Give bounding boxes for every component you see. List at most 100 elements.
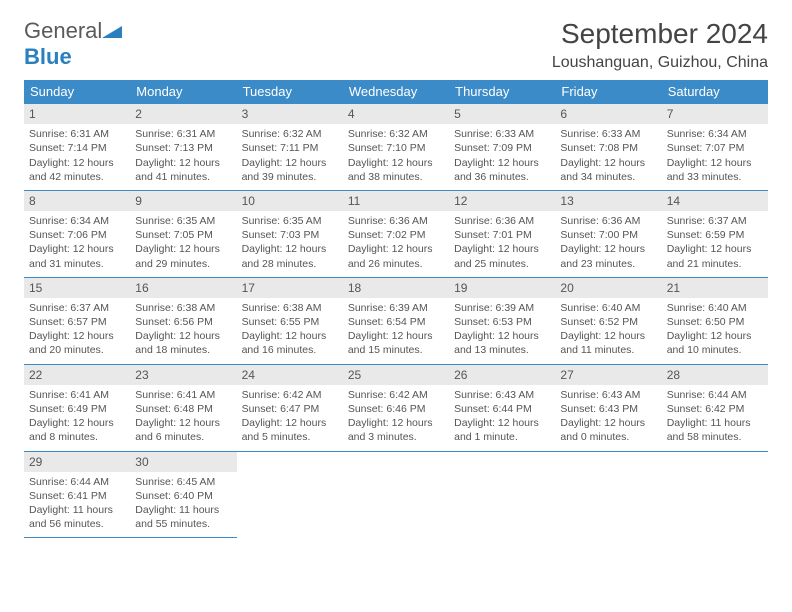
day-number: 30 [130, 452, 236, 472]
day-number: 19 [449, 278, 555, 298]
daylight-line: Daylight: 12 hours and 13 minutes. [454, 329, 550, 357]
day-number: 6 [555, 104, 661, 124]
sunrise-line: Sunrise: 6:45 AM [135, 475, 231, 489]
calendar-cell: 17Sunrise: 6:38 AMSunset: 6:55 PMDayligh… [237, 277, 343, 364]
sunrise-line: Sunrise: 6:43 AM [560, 388, 656, 402]
sunset-line: Sunset: 7:10 PM [348, 141, 444, 155]
sunrise-line: Sunrise: 6:43 AM [454, 388, 550, 402]
weekday-header: Thursday [449, 80, 555, 104]
sunrise-line: Sunrise: 6:39 AM [348, 301, 444, 315]
daylight-line: Daylight: 12 hours and 0 minutes. [560, 416, 656, 444]
calendar-cell: 27Sunrise: 6:43 AMSunset: 6:43 PMDayligh… [555, 364, 661, 451]
sunset-line: Sunset: 7:06 PM [29, 228, 125, 242]
sunset-line: Sunset: 6:47 PM [242, 402, 338, 416]
calendar-cell: 6Sunrise: 6:33 AMSunset: 7:08 PMDaylight… [555, 104, 661, 191]
sunrise-line: Sunrise: 6:31 AM [29, 127, 125, 141]
sunrise-line: Sunrise: 6:40 AM [667, 301, 763, 315]
day-number: 23 [130, 365, 236, 385]
day-number: 15 [24, 278, 130, 298]
calendar-cell: 18Sunrise: 6:39 AMSunset: 6:54 PMDayligh… [343, 277, 449, 364]
calendar-header-row: SundayMondayTuesdayWednesdayThursdayFrid… [24, 80, 768, 104]
calendar-cell: 25 Sunrise: 6:42 AMSunset: 6:46 PMDayligh… [343, 364, 449, 451]
title-block: September 2024 Loushanguan, Guizhou, Chi… [552, 18, 768, 72]
weekday-header: Tuesday [237, 80, 343, 104]
sunset-line: Sunset: 7:14 PM [29, 141, 125, 155]
weekday-header: Monday [130, 80, 236, 104]
header: General Blue September 2024 Loushanguan,… [24, 18, 768, 72]
sunset-line: Sunset: 7:05 PM [135, 228, 231, 242]
sunrise-line: Sunrise: 6:42 AM [242, 388, 338, 402]
calendar-cell: 4Sunrise: 6:32 AMSunset: 7:10 PMDaylight… [343, 104, 449, 191]
calendar-cell: 8Sunrise: 6:34 AMSunset: 7:06 PMDaylight… [24, 190, 130, 277]
calendar-cell: 28Sunrise: 6:44 AMSunset: 6:42 PMDayligh… [662, 364, 768, 451]
day-number: 24 [237, 365, 343, 385]
sunset-line: Sunset: 6:46 PM [348, 402, 444, 416]
calendar-table: SundayMondayTuesdayWednesdayThursdayFrid… [24, 80, 768, 538]
weekday-header: Wednesday [343, 80, 449, 104]
calendar-cell: 5Sunrise: 6:33 AMSunset: 7:09 PMDaylight… [449, 104, 555, 191]
day-number: 8 [24, 191, 130, 211]
day-number: 18 [343, 278, 449, 298]
sunrise-line: Sunrise: 6:42 AM [348, 388, 444, 402]
sunset-line: Sunset: 7:00 PM [560, 228, 656, 242]
calendar-cell: 12Sunrise: 6:36 AMSunset: 7:01 PMDayligh… [449, 190, 555, 277]
day-number: 5 [449, 104, 555, 124]
day-number: 9 [130, 191, 236, 211]
calendar-body: 1Sunrise: 6:31 AMSunset: 7:14 PMDaylight… [24, 104, 768, 538]
sunset-line: Sunset: 6:42 PM [667, 402, 763, 416]
sunrise-line: Sunrise: 6:35 AM [242, 214, 338, 228]
daylight-line: Daylight: 12 hours and 11 minutes. [560, 329, 656, 357]
daylight-line: Daylight: 12 hours and 20 minutes. [29, 329, 125, 357]
calendar-row: 8 Sunrise: 6:34 AMSunset: 7:06 PM Daylight… [24, 190, 768, 277]
sunrise-line: Sunrise: 6:31 AM [135, 127, 231, 141]
calendar-cell: 13Sunrise: 6:36 AMSunset: 7:00 PMDayligh… [555, 190, 661, 277]
sunset-line: Sunset: 6:48 PM [135, 402, 231, 416]
day-number: 26 [449, 365, 555, 385]
daylight-line: Daylight: 12 hours and 29 minutes. [135, 242, 231, 270]
sunset-line: Sunset: 6:40 PM [135, 489, 231, 503]
calendar-cell: 30Sunrise: 6:45 AMSunset: 6:40 PMDayligh… [130, 451, 236, 538]
daylight-line: Daylight: 11 hours and 58 minutes. [667, 416, 763, 444]
sunrise-line: Sunrise: 6:34 AM [29, 214, 125, 228]
sunset-line: Sunset: 7:13 PM [135, 141, 231, 155]
sunrise-line: Sunrise: 6:44 AM [667, 388, 763, 402]
day-number: 7 [662, 104, 768, 124]
day-number: 1 [24, 104, 130, 124]
logo: General Blue [24, 18, 122, 70]
weekday-header: Saturday [662, 80, 768, 104]
calendar-cell [555, 451, 661, 538]
sunrise-line: Sunrise: 6:36 AM [348, 214, 444, 228]
sunset-line: Sunset: 7:07 PM [667, 141, 763, 155]
logo-triangle-icon [102, 18, 122, 44]
calendar-cell: 29Sunrise: 6:44 AMSunset: 6:41 PMDayligh… [24, 451, 130, 538]
sunrise-line: Sunrise: 6:37 AM [667, 214, 763, 228]
sunset-line: Sunset: 6:53 PM [454, 315, 550, 329]
day-number: 25 [343, 365, 449, 385]
logo-text: General Blue [24, 18, 122, 70]
sunrise-line: Sunrise: 6:35 AM [135, 214, 231, 228]
day-number: 10 [237, 191, 343, 211]
day-number: 13 [555, 191, 661, 211]
calendar-cell: 19 Sunrise: 6:39 AMSunset: 6:53 PMDayligh… [449, 277, 555, 364]
calendar-cell: 7Sunrise: 6:34 AMSunset: 7:07 PMDaylight… [662, 104, 768, 191]
daylight-line: Daylight: 12 hours and 3 minutes. [348, 416, 444, 444]
sunset-line: Sunset: 6:57 PM [29, 315, 125, 329]
day-number: 3 [237, 104, 343, 124]
calendar-cell: 15 Sunrise: 6:37 AMSunset: 6:57 PMDayligh… [24, 277, 130, 364]
sunrise-line: Sunrise: 6:41 AM [29, 388, 125, 402]
sunset-line: Sunset: 6:52 PM [560, 315, 656, 329]
calendar-cell: 21Sunrise: 6:40 AMSunset: 6:50 PMDayligh… [662, 277, 768, 364]
calendar-cell [237, 451, 343, 538]
sunrise-line: Sunrise: 6:32 AM [242, 127, 338, 141]
sunrise-line: Sunrise: 6:39 AM [454, 301, 550, 315]
calendar-cell: 20Sunrise: 6:40 AMSunset: 6:52 PMDayligh… [555, 277, 661, 364]
sunrise-line: Sunrise: 6:37 AM [29, 301, 125, 315]
day-number: 29 [24, 452, 130, 472]
daylight-line: Daylight: 12 hours and 33 minutes. [667, 156, 763, 184]
day-number: 21 [662, 278, 768, 298]
day-number: 4 [343, 104, 449, 124]
sunset-line: Sunset: 6:56 PM [135, 315, 231, 329]
daylight-line: Daylight: 12 hours and 18 minutes. [135, 329, 231, 357]
calendar-cell: 16Sunrise: 6:38 AMSunset: 6:56 PMDayligh… [130, 277, 236, 364]
daylight-line: Daylight: 12 hours and 39 minutes. [242, 156, 338, 184]
